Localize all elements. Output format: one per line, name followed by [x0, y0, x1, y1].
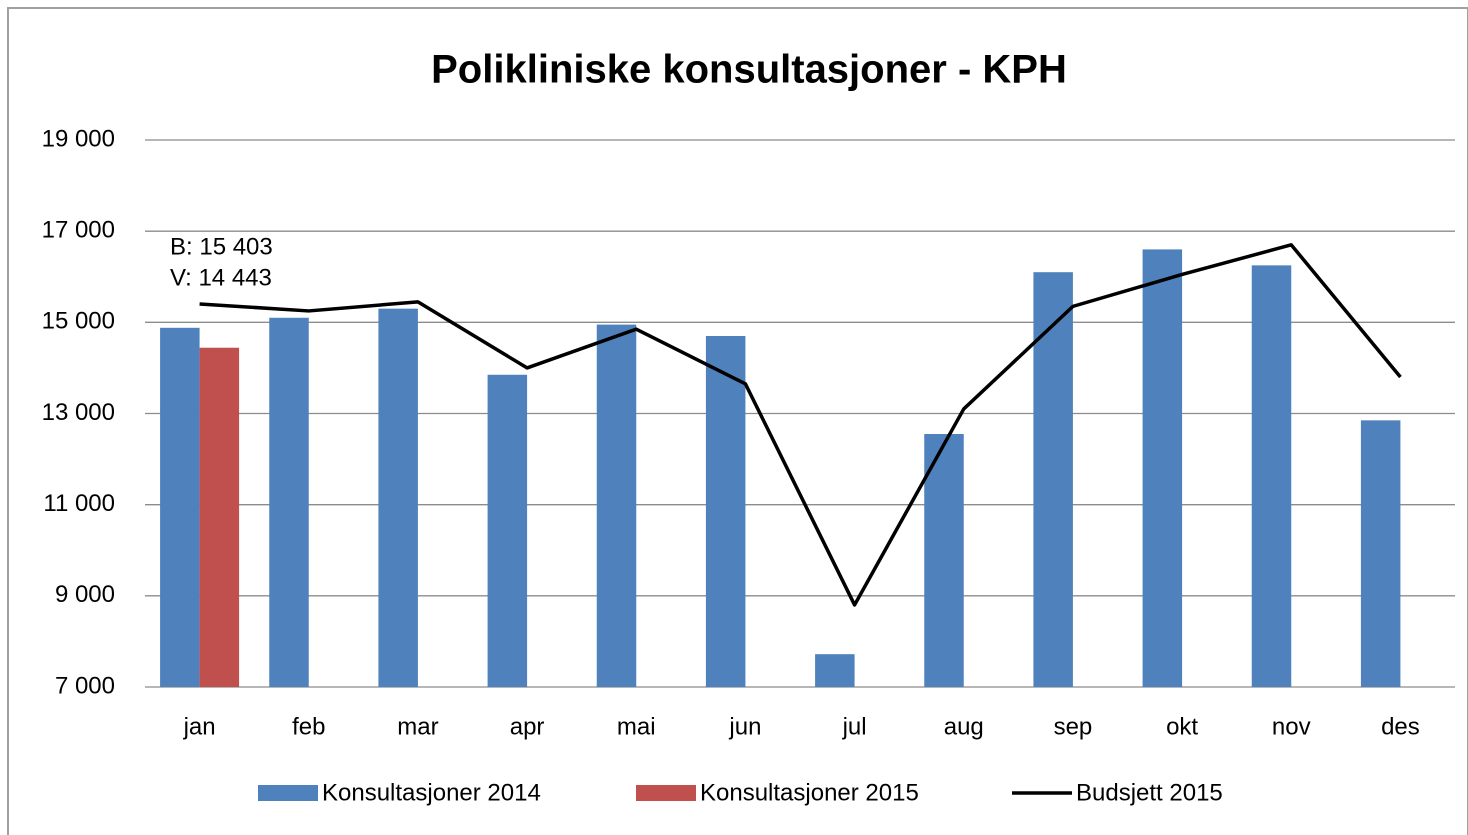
y-tick-label: 7 000 — [55, 672, 115, 699]
x-tick-label: mai — [617, 713, 656, 740]
legend-label: Budsjett 2015 — [1076, 779, 1223, 806]
y-tick-label: 17 000 — [42, 217, 115, 244]
bar — [924, 434, 964, 687]
x-tick-label: jun — [728, 713, 761, 740]
x-tick-label: jul — [842, 713, 867, 740]
x-tick-label: des — [1381, 713, 1420, 740]
line — [199, 243, 1402, 607]
bar — [378, 308, 418, 687]
legend-swatch — [258, 785, 318, 801]
chart-title: Polikliniske konsultasjoner - KPH — [431, 48, 1067, 92]
bar — [199, 347, 240, 687]
bar — [1142, 249, 1183, 687]
x-tick-label: jan — [183, 713, 216, 740]
legend-label: Konsultasjoner 2015 — [700, 779, 919, 806]
bar — [1360, 420, 1401, 687]
bar — [160, 327, 200, 687]
y-tick-label: 19 000 — [42, 125, 115, 152]
bar — [1033, 272, 1073, 687]
x-tick-label: apr — [510, 713, 545, 740]
y-tick-label: 9 000 — [55, 581, 115, 608]
bar — [269, 317, 309, 687]
y-tick-label: 11 000 — [43, 490, 115, 517]
annotation: V: 14 443 — [170, 264, 272, 291]
bar — [1251, 265, 1292, 687]
legend-swatch — [636, 785, 696, 801]
bar — [487, 374, 528, 687]
x-tick-label: sep — [1054, 713, 1093, 740]
x-tick-label: nov — [1272, 713, 1311, 740]
x-tick-label: mar — [397, 713, 438, 740]
x-tick-label: okt — [1166, 713, 1198, 740]
bar — [596, 324, 637, 687]
x-tick-label: feb — [292, 713, 325, 740]
legend-label: Konsultasjoner 2014 — [322, 779, 541, 806]
bar — [705, 336, 746, 687]
y-tick-label: 13 000 — [42, 399, 115, 426]
annotation: B: 15 403 — [170, 233, 273, 260]
y-tick-label: 15 000 — [42, 308, 115, 335]
bar — [815, 654, 855, 687]
x-tick-label: aug — [944, 713, 984, 740]
